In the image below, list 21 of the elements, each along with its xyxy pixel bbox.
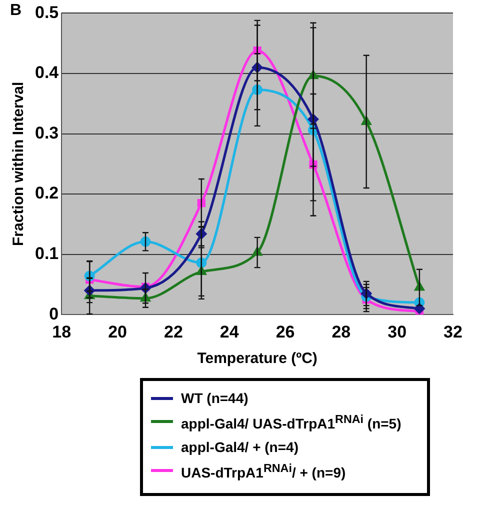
legend-label: WT (n=44) xyxy=(181,390,248,406)
y-tick-label: 0.1 xyxy=(34,244,59,264)
x-axis-title: Temperature (ºC) xyxy=(197,350,318,368)
y-tick-label: 0.4 xyxy=(34,63,60,82)
y-tick-label: 0 xyxy=(49,304,59,324)
y-axis-title: Fraction within Interval xyxy=(10,82,28,246)
legend-label: appl-Gal4/ UAS-dTrpA1$^{RNAi}$ (n=5) xyxy=(181,413,402,432)
y-tick-label: 0.5 xyxy=(34,2,59,22)
y-tick-label: 0.3 xyxy=(34,123,59,142)
legend-label: UAS-dTrpA1$^{RNAi}$/ + (n=9) xyxy=(181,462,346,480)
x-tick-label: 20 xyxy=(108,322,128,342)
x-tick-label: 32 xyxy=(444,322,462,342)
x-tick-label: 30 xyxy=(388,322,407,342)
legend-label: appl-Gal4/ + (n=4) xyxy=(181,438,298,455)
text: B xyxy=(10,2,22,20)
x-tick-label: 28 xyxy=(332,322,351,342)
x-tick-label: 22 xyxy=(164,322,183,342)
x-tick-label: 18 xyxy=(52,322,72,342)
x-tick-label: 26 xyxy=(276,322,295,342)
y-tick-label: 0.2 xyxy=(34,184,59,203)
x-tick-label: 24 xyxy=(220,322,240,342)
